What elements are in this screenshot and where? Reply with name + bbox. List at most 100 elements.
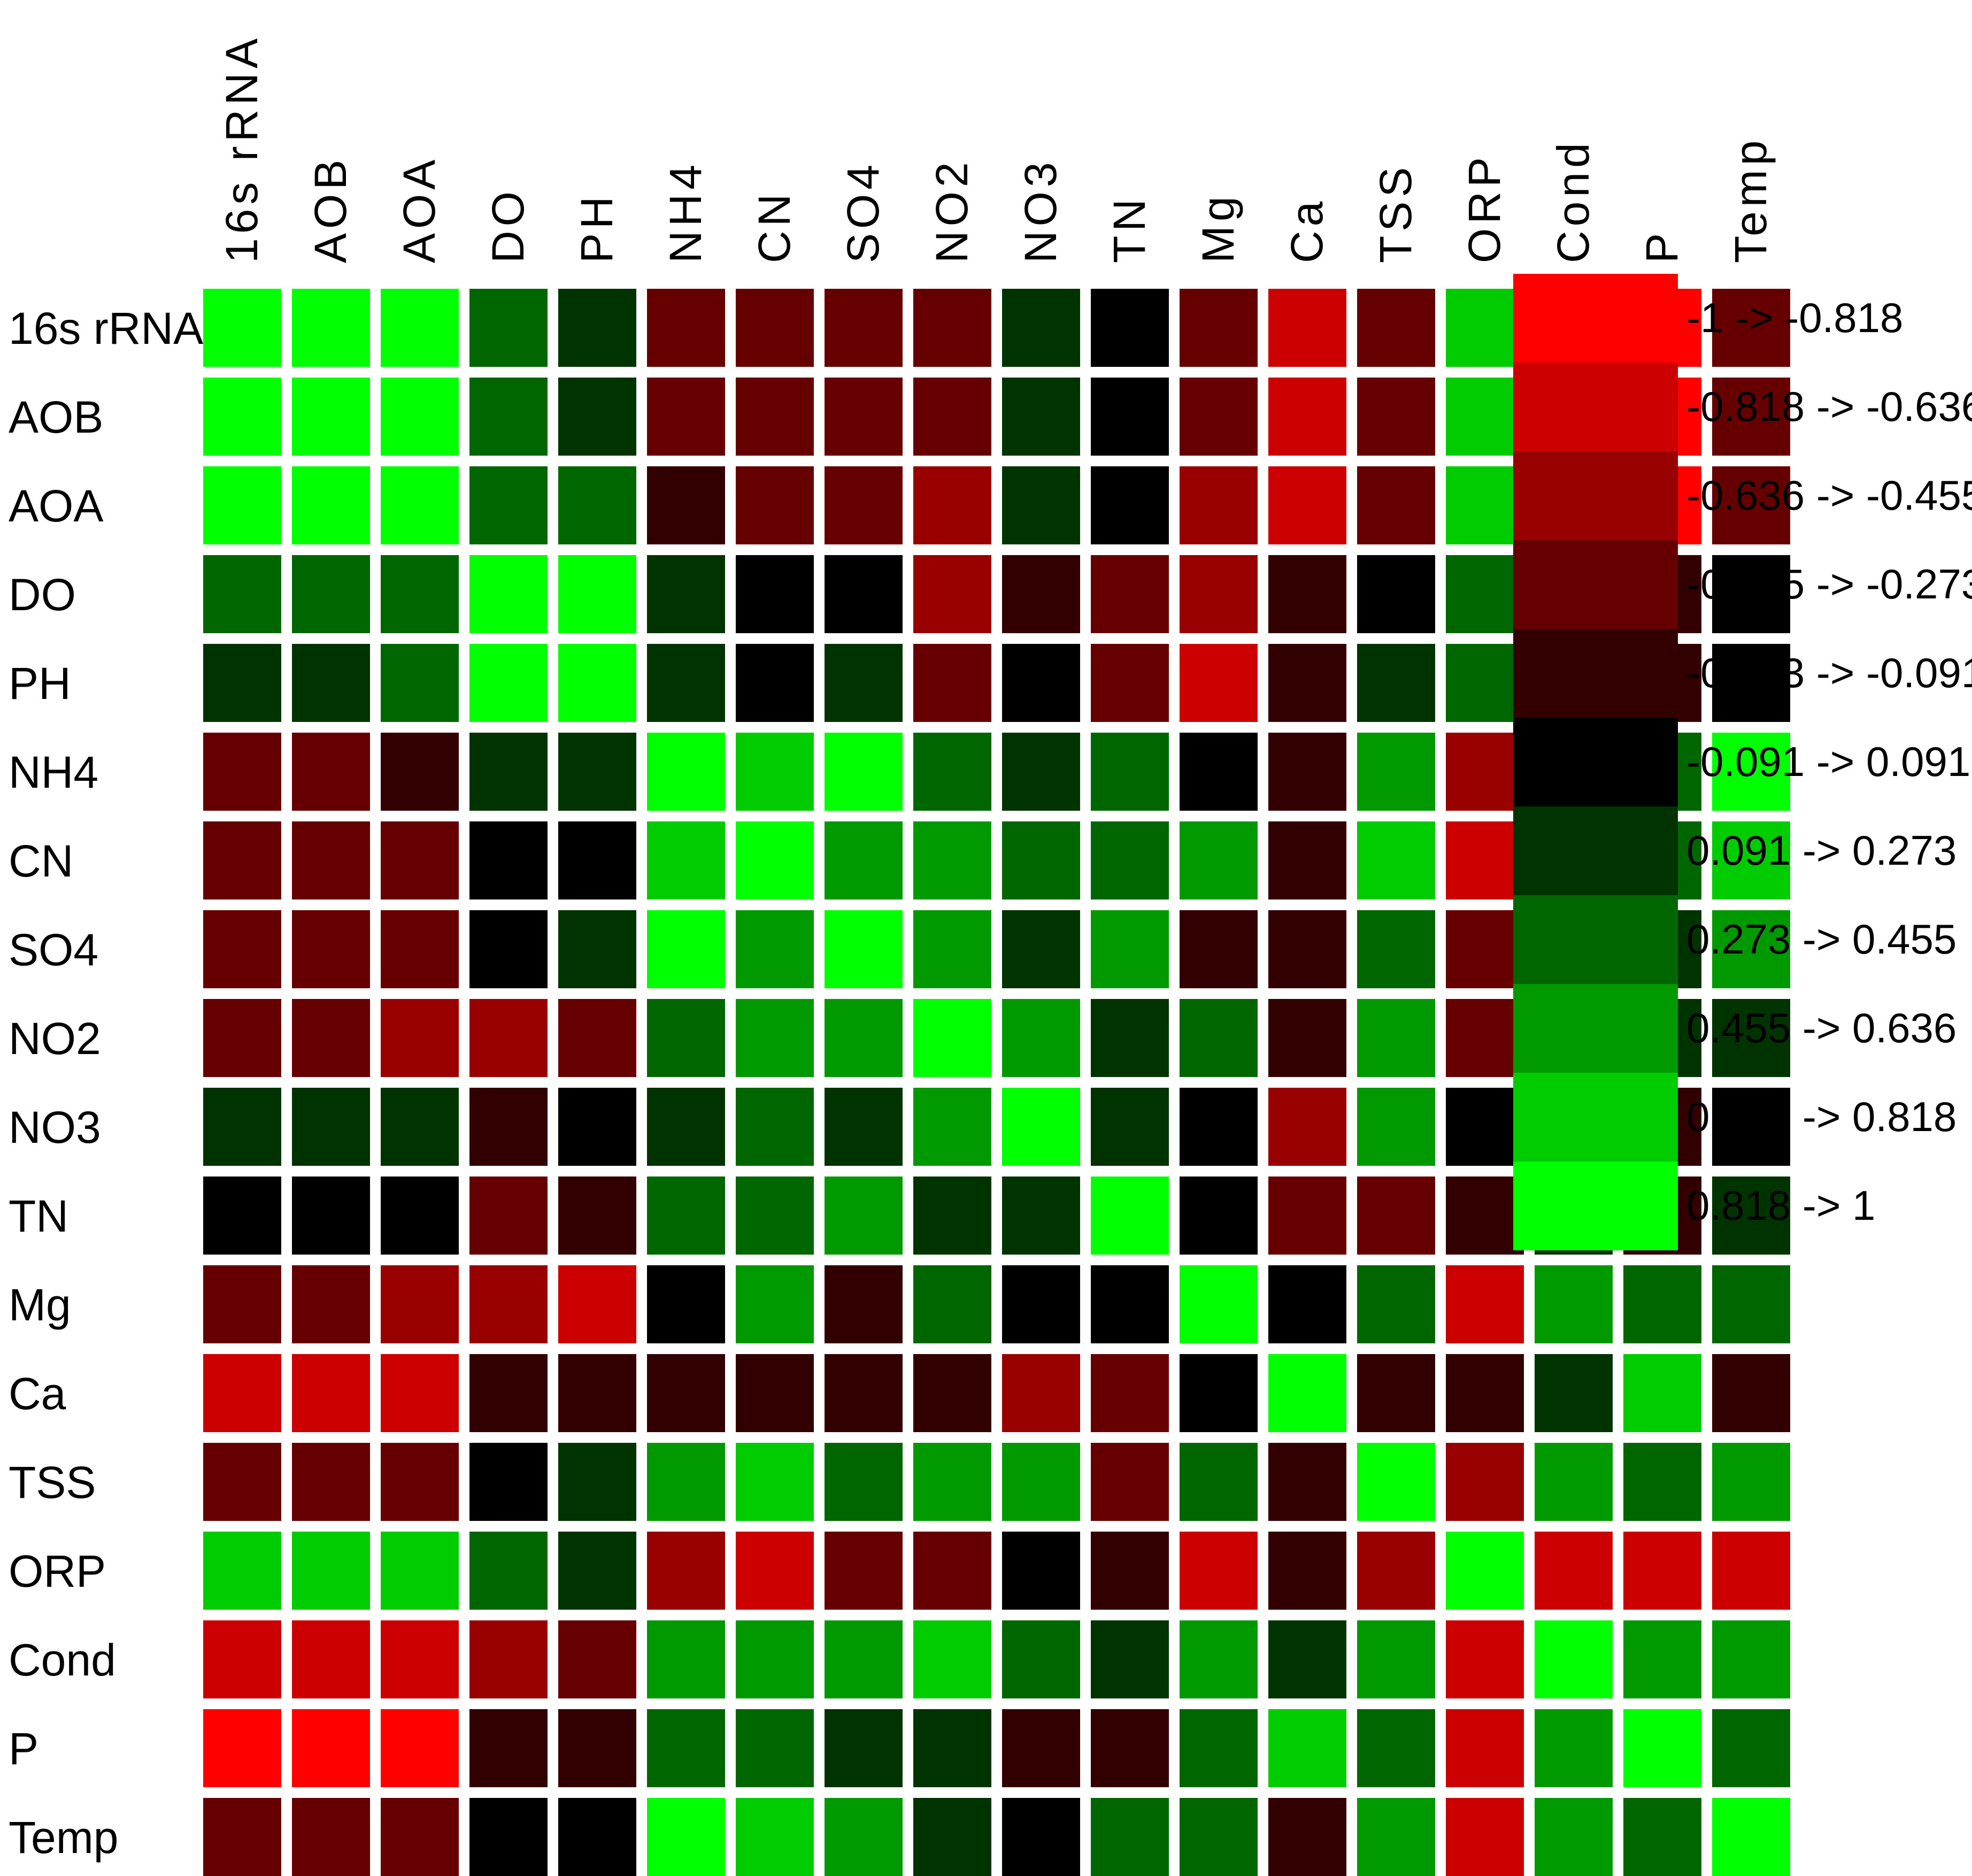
cell-aoa-tss (1357, 466, 1435, 544)
cell-no3-so4 (825, 1088, 903, 1166)
cell-ph-cn (736, 644, 814, 722)
cell-tss-cn (736, 1443, 814, 1521)
cell-ph-orp (1446, 644, 1524, 722)
cell-orp-orp (1446, 1532, 1524, 1610)
cell-aoa-mg (1180, 466, 1258, 544)
cell-ph-ca (1268, 644, 1346, 722)
cell-cond-aoa (381, 1620, 459, 1698)
legend-label-7: 0.273 -> 0.455 (1686, 916, 1956, 963)
cell-aob-temp (1712, 378, 1790, 456)
cell-do-mg (1180, 555, 1258, 633)
cell-do-no3 (1002, 555, 1080, 633)
cell-tn-ca (1268, 1177, 1346, 1255)
cell-temp-ph (558, 1798, 636, 1876)
cell-ph-no3 (1002, 644, 1080, 722)
cell-cn-tn (1091, 821, 1169, 899)
cell-aob-ph (558, 378, 636, 456)
cell-mg-tss (1357, 1265, 1435, 1343)
cell-tss-cond (1535, 1443, 1613, 1521)
cell-tss-tss (1357, 1443, 1435, 1521)
cell-so4-no3 (1002, 910, 1080, 988)
cell-ca-aoa (381, 1354, 459, 1432)
cell-ca-16s-rrna (203, 1354, 281, 1432)
cell-aob-do (469, 378, 548, 456)
cell-p-16s-rrna (203, 1709, 281, 1787)
cell-aoa-so4 (825, 466, 903, 544)
legend-label-8: 0.455 -> 0.636 (1686, 1004, 1956, 1051)
cell-orp-no3 (1002, 1532, 1080, 1610)
cell-p-ph (558, 1709, 636, 1787)
cell-temp-mg (1180, 1798, 1258, 1876)
cell-no2-ca (1268, 999, 1346, 1077)
legend-swatch-9 (1513, 1073, 1678, 1162)
cell-ph-temp (1712, 644, 1790, 722)
column-label-temp: Temp (1726, 136, 1776, 263)
cell-nh4-nh4 (647, 733, 725, 811)
cell-nh4-tss (1357, 733, 1435, 811)
cell-aoa-tn (1091, 466, 1169, 544)
cell-tss-no3 (1002, 1443, 1080, 1521)
cell-mg-do (469, 1265, 548, 1343)
cell-do-tss (1357, 555, 1435, 633)
cell-do-so4 (825, 555, 903, 633)
cell-aoa-16s-rrna (203, 466, 281, 544)
cell-no2-tn (1091, 999, 1169, 1077)
cell-orp-ph (558, 1532, 636, 1610)
cell-no2-cn (736, 999, 814, 1077)
cell-temp-p (1623, 1798, 1701, 1876)
column-label-ca: Ca (1282, 197, 1332, 263)
cell-cond-tss (1357, 1620, 1435, 1698)
cell-orp-aoa (381, 1532, 459, 1610)
cell-16s-rrna-no2 (913, 289, 991, 367)
cell-mg-ph (558, 1265, 636, 1343)
cell-nh4-orp (1446, 733, 1524, 811)
cell-no3-cn (736, 1088, 814, 1166)
cell-temp-temp (1712, 1798, 1790, 1876)
cell-tn-nh4 (647, 1177, 725, 1255)
row-label-temp: Temp (9, 1812, 118, 1863)
row-label-p: P (9, 1724, 38, 1774)
row-label-ca: Ca (9, 1368, 66, 1419)
cell-ca-do (469, 1354, 548, 1432)
cell-cond-p (1623, 1620, 1701, 1698)
cell-so4-no2 (913, 910, 991, 988)
cell-no2-nh4 (647, 999, 725, 1077)
cell-p-mg (1180, 1709, 1258, 1787)
cell-cn-cn (736, 821, 814, 899)
cell-so4-so4 (825, 910, 903, 988)
cell-nh4-so4 (825, 733, 903, 811)
cell-nh4-ph (558, 733, 636, 811)
cell-no3-no2 (913, 1088, 991, 1166)
cell-no3-tss (1357, 1088, 1435, 1166)
cell-nh4-do (469, 733, 548, 811)
legend-swatch-6 (1513, 806, 1678, 895)
cell-orp-tss (1357, 1532, 1435, 1610)
cell-aob-mg (1180, 378, 1258, 456)
cell-p-aob (292, 1709, 370, 1787)
cell-16s-rrna-ph (558, 289, 636, 367)
cell-p-tn (1091, 1709, 1169, 1787)
cell-ca-aob (292, 1354, 370, 1432)
cell-orp-temp (1712, 1532, 1790, 1610)
cell-do-ca (1268, 555, 1346, 633)
cell-cond-orp (1446, 1620, 1524, 1698)
cell-tss-tn (1091, 1443, 1169, 1521)
legend-swatch-8 (1513, 984, 1678, 1073)
cell-nh4-no3 (1002, 733, 1080, 811)
cell-do-do (469, 555, 548, 633)
legend-label-6: 0.091 -> 0.273 (1686, 827, 1956, 874)
cell-aoa-ca (1268, 466, 1346, 544)
cell-ph-ph (558, 644, 636, 722)
row-labels: 16s rRNA AOB AOA DO PH NH4 CN SO4 NO2 NO3 TN Mg Ca TS… (9, 303, 203, 1863)
cell-p-do (469, 1709, 548, 1787)
cell-orp-tn (1091, 1532, 1169, 1610)
cell-no2-no3 (1002, 999, 1080, 1077)
row-label-nh4: NH4 (9, 747, 98, 797)
cell-aob-cn (736, 378, 814, 456)
cell-tss-do (469, 1443, 548, 1521)
cell-so4-orp (1446, 910, 1524, 988)
column-label-p: P (1637, 229, 1687, 263)
cell-tn-aob (292, 1177, 370, 1255)
cell-do-nh4 (647, 555, 725, 633)
row-label-ph: PH (9, 658, 71, 709)
